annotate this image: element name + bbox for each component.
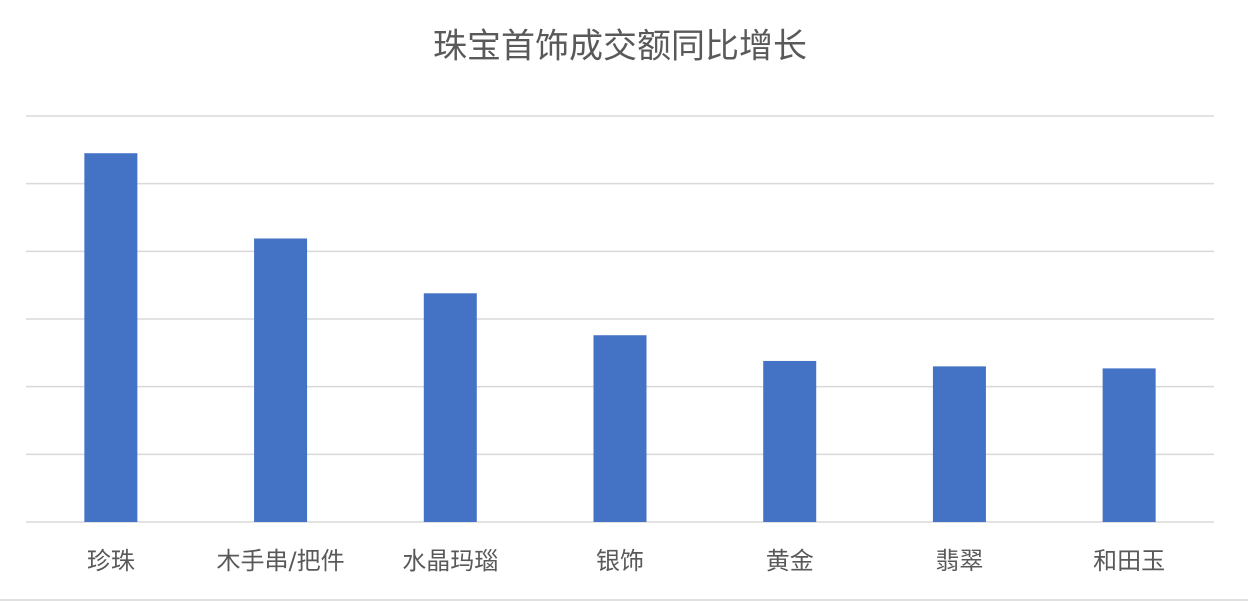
bar [593,335,647,522]
x-tick-label: 黄金 [766,547,814,575]
x-tick-label: 和田玉 [1093,547,1165,575]
x-tick-label: 银饰 [596,547,644,575]
bar [84,153,138,522]
bar [423,293,477,522]
bar [932,366,986,522]
x-tick-label: 木手串/把件 [217,547,345,575]
bar [254,238,308,522]
x-tick-label: 翡翠 [935,547,983,575]
x-tick-label: 水晶玛瑙 [402,547,498,575]
chart-title: 珠宝首饰成交额同比增长 [433,27,807,67]
bar [1102,368,1156,522]
x-tick-label: 珍珠 [87,547,135,575]
bar [763,360,817,522]
